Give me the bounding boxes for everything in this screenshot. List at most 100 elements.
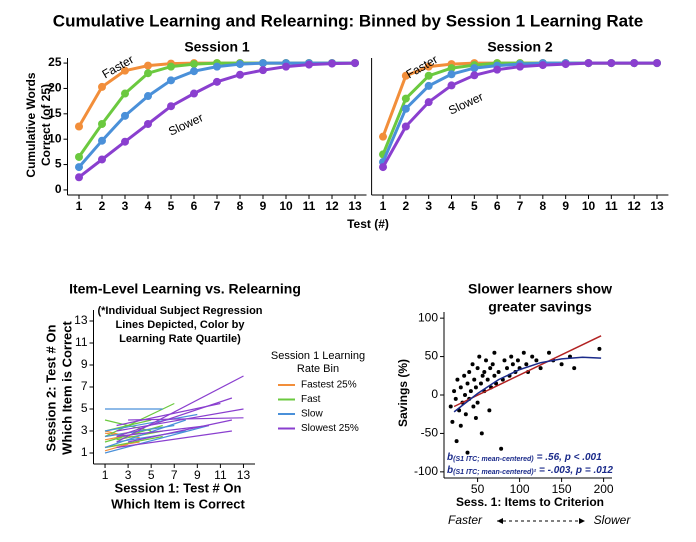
y-tick-label: 13 — [74, 313, 88, 327]
x-axis-label: Which Item is Correct — [111, 496, 245, 511]
legend-title: Rate Bin — [297, 363, 339, 375]
chart-title: Item-Level Learning vs. Relearning — [69, 281, 301, 297]
point — [534, 358, 539, 363]
note: Learning Rate Quartile) — [119, 333, 241, 345]
regression-line — [104, 419, 152, 432]
regression-line — [104, 424, 210, 454]
stat-b: b — [447, 465, 453, 476]
point — [465, 381, 470, 386]
direction-label: Slower — [594, 513, 632, 527]
point — [462, 373, 467, 378]
x-tick-label: 4 — [145, 199, 152, 213]
marker — [447, 64, 456, 73]
marker — [401, 94, 410, 103]
fit-line — [453, 356, 602, 413]
marker — [190, 67, 198, 76]
marker — [75, 163, 83, 172]
y-tick-label: 100 — [418, 310, 438, 324]
point — [475, 400, 480, 405]
marker — [516, 62, 524, 71]
y-tick-label: -100 — [414, 464, 438, 478]
x-tick-label: 3 — [125, 468, 132, 482]
regression-line — [116, 424, 209, 438]
y-tick-label: 15 — [48, 106, 62, 120]
point — [515, 358, 520, 363]
point — [488, 366, 493, 371]
x-tick-label: 150 — [552, 482, 572, 496]
point — [455, 377, 460, 382]
point — [448, 404, 453, 409]
point — [524, 362, 529, 367]
x-tick-label: 50 — [471, 482, 485, 496]
marker — [167, 102, 175, 111]
regression-line — [104, 424, 175, 438]
marker — [470, 64, 479, 73]
regression-line — [104, 443, 129, 452]
series-line — [381, 61, 657, 138]
y-tick-label: 0 — [431, 387, 438, 401]
point — [452, 389, 457, 394]
point — [458, 385, 463, 390]
marker — [424, 62, 433, 71]
marker — [167, 62, 175, 71]
marker — [121, 137, 129, 146]
x-tick-label: 200 — [594, 482, 614, 496]
regression-line — [116, 397, 233, 438]
marker — [447, 81, 456, 90]
x-tick-label: 3 — [122, 199, 129, 213]
series-line — [381, 61, 657, 163]
point — [490, 362, 495, 367]
marker — [259, 66, 267, 75]
x-axis-label: Test (#) — [347, 217, 389, 231]
marker — [424, 71, 433, 80]
regression-line — [128, 417, 244, 421]
marker — [259, 59, 267, 68]
panel-title: Session 1 — [184, 39, 250, 55]
x-tick-label: 5 — [148, 468, 155, 482]
marker — [144, 92, 152, 101]
y-axis-label: Savings (%) — [396, 359, 410, 427]
y-tick-label: 20 — [48, 81, 62, 95]
marker — [75, 152, 83, 161]
point — [487, 408, 492, 413]
point — [470, 362, 475, 367]
point — [505, 366, 509, 371]
marker — [121, 66, 129, 75]
point — [509, 354, 514, 359]
point — [496, 369, 501, 374]
point — [480, 373, 485, 378]
marker — [328, 59, 336, 68]
marker — [305, 60, 313, 69]
x-tick-label: 1 — [380, 199, 387, 213]
x-tick-label: 10 — [582, 199, 596, 213]
marker — [213, 77, 221, 86]
regression-line — [116, 402, 221, 427]
point — [538, 366, 543, 371]
marker — [424, 81, 433, 90]
point — [530, 354, 535, 359]
point — [485, 377, 490, 382]
point — [499, 446, 504, 451]
legend-label: Fast — [301, 394, 321, 405]
marker — [401, 71, 410, 80]
x-tick-label: 12 — [325, 199, 339, 213]
y-tick-label: 1 — [81, 445, 88, 459]
point — [478, 381, 483, 386]
marker — [236, 60, 244, 69]
y-tick-label: 7 — [81, 379, 88, 393]
marker — [121, 89, 129, 98]
x-tick-label: 7 — [171, 468, 178, 482]
point — [559, 362, 564, 367]
point — [484, 358, 488, 363]
point — [458, 423, 463, 428]
x-tick-label: 2 — [99, 199, 106, 213]
point — [473, 416, 478, 421]
legend-label: Slow — [301, 409, 323, 420]
x-tick-label: 9 — [562, 199, 569, 213]
stat-rest: = -.003, p = .012 — [539, 465, 613, 476]
y-axis-label: Cumulative Words — [24, 72, 38, 177]
x-tick-label: 9 — [260, 199, 267, 213]
x-axis-label: Session 1: Test # On — [115, 480, 242, 495]
regression-line — [116, 408, 244, 432]
y-tick-label: 0 — [55, 182, 62, 196]
